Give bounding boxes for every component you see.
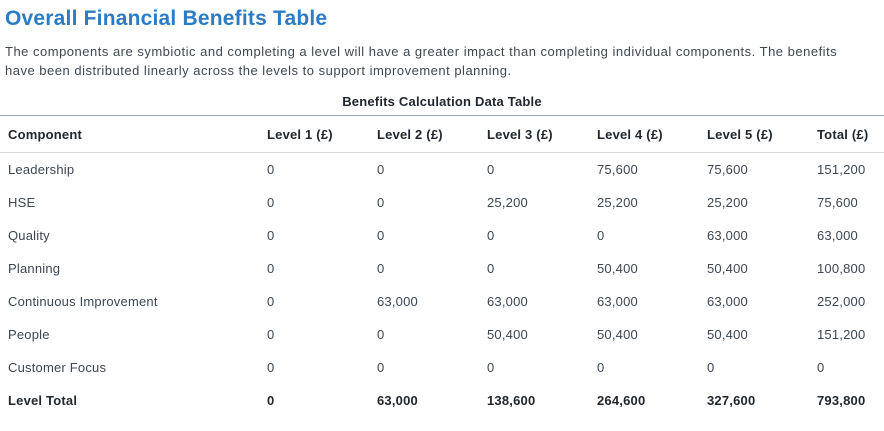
- value-cell: 63,000: [487, 294, 528, 309]
- table-row-leadership: Leadership 0 0 0 75,600 75,600 151,200: [0, 153, 884, 187]
- value-cell: 63,000: [707, 294, 748, 309]
- column-header-level1: Level 1 (£): [259, 115, 369, 153]
- column-header-component: Component: [0, 115, 259, 153]
- value-cell: 0: [267, 327, 275, 342]
- value-cell: 75,600: [597, 162, 638, 177]
- table-caption: Benefits Calculation Data Table: [342, 94, 542, 109]
- value-cell: 151,200: [817, 327, 866, 342]
- component-cell: Continuous Improvement: [8, 294, 158, 309]
- column-header-total: Total (£): [809, 115, 884, 153]
- value-cell: 50,400: [597, 327, 638, 342]
- table-row-customer-focus: Customer Focus 0 0 0 0 0 0: [0, 351, 884, 384]
- value-cell: 327,600: [707, 393, 756, 408]
- value-cell: 0: [377, 327, 385, 342]
- value-cell: 0: [597, 228, 605, 243]
- value-cell: 0: [817, 360, 825, 375]
- value-cell: 50,400: [707, 261, 748, 276]
- value-cell: 0: [377, 228, 385, 243]
- value-cell: 0: [267, 261, 275, 276]
- value-cell: 25,200: [597, 195, 638, 210]
- value-cell: 75,600: [707, 162, 748, 177]
- value-cell: 264,600: [597, 393, 646, 408]
- value-cell: 100,800: [817, 261, 866, 276]
- value-cell: 0: [377, 195, 385, 210]
- value-cell: 0: [597, 360, 605, 375]
- column-header-level2: Level 2 (£): [369, 115, 479, 153]
- intro-paragraph: The components are symbiotic and complet…: [5, 44, 838, 78]
- value-cell: 25,200: [487, 195, 528, 210]
- value-cell: 0: [707, 360, 715, 375]
- component-cell: Quality: [8, 228, 50, 243]
- component-cell: Customer Focus: [8, 360, 107, 375]
- column-header-level3: Level 3 (£): [479, 115, 589, 153]
- value-cell: 0: [377, 261, 385, 276]
- value-cell: 0: [267, 294, 275, 309]
- value-cell: 0: [487, 261, 495, 276]
- value-cell: 793,800: [817, 393, 866, 408]
- value-cell: 63,000: [377, 393, 418, 408]
- value-cell: 75,600: [817, 195, 858, 210]
- value-cell: 252,000: [817, 294, 866, 309]
- value-cell: 25,200: [707, 195, 748, 210]
- benefits-table: Component Level 1 (£) Level 2 (£) Level …: [0, 115, 884, 417]
- value-cell: 63,000: [597, 294, 638, 309]
- value-cell: 0: [267, 393, 275, 408]
- table-row-planning: Planning 0 0 0 50,400 50,400 100,800: [0, 252, 884, 285]
- header-row: Component Level 1 (£) Level 2 (£) Level …: [0, 115, 884, 153]
- value-cell: 0: [267, 228, 275, 243]
- table-row-hse: HSE 0 0 25,200 25,200 25,200 75,600: [0, 186, 884, 219]
- component-cell: Planning: [8, 261, 61, 276]
- value-cell: 138,600: [487, 393, 536, 408]
- value-cell: 0: [487, 162, 495, 177]
- value-cell: 0: [487, 228, 495, 243]
- component-cell: HSE: [8, 195, 36, 210]
- value-cell: 63,000: [817, 228, 858, 243]
- value-cell: 0: [267, 195, 275, 210]
- value-cell: 0: [377, 360, 385, 375]
- component-cell: People: [8, 327, 50, 342]
- value-cell: 151,200: [817, 162, 866, 177]
- value-cell: 50,400: [487, 327, 528, 342]
- component-cell: Leadership: [8, 162, 75, 177]
- page-title: Overall Financial Benefits Table: [5, 7, 328, 30]
- value-cell: 0: [267, 360, 275, 375]
- value-cell: 63,000: [707, 228, 748, 243]
- value-cell: 0: [377, 162, 385, 177]
- table-row-level-total: Level Total 0 63,000 138,600 264,600 327…: [0, 384, 884, 417]
- component-cell: Level Total: [8, 393, 78, 408]
- column-header-level4: Level 4 (£): [589, 115, 699, 153]
- table-row-quality: Quality 0 0 0 0 63,000 63,000: [0, 219, 884, 252]
- value-cell: 0: [487, 360, 495, 375]
- column-header-level5: Level 5 (£): [699, 115, 809, 153]
- value-cell: 63,000: [377, 294, 418, 309]
- value-cell: 50,400: [597, 261, 638, 276]
- value-cell: 0: [267, 162, 275, 177]
- value-cell: 50,400: [707, 327, 748, 342]
- table-row-people: People 0 0 50,400 50,400 50,400 151,200: [0, 318, 884, 351]
- table-row-continuous-improvement: Continuous Improvement 0 63,000 63,000 6…: [0, 285, 884, 318]
